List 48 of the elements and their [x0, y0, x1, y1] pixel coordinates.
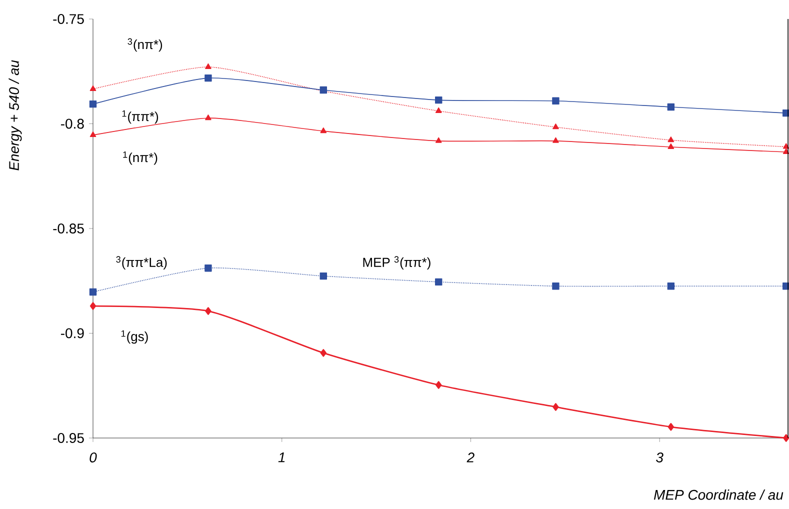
point [552, 124, 559, 130]
point [89, 100, 97, 108]
point [667, 103, 675, 111]
annotation: $^{3}$(ππ*La) [116, 256, 167, 270]
x-tick-label: 0 [90, 452, 97, 462]
point [320, 127, 327, 134]
point [782, 143, 789, 149]
point [552, 282, 560, 290]
point [668, 136, 674, 142]
point [90, 85, 96, 91]
annotation: $^{1}$(nπ*) [123, 151, 158, 165]
y-axis-title: Energy + 540 / au [8, 60, 22, 170]
point [435, 107, 442, 113]
point [552, 403, 559, 411]
point [668, 422, 674, 431]
point [204, 264, 212, 272]
point [783, 434, 789, 442]
annotation: $^{1}$(gs) [121, 330, 148, 344]
point [90, 131, 96, 138]
point [552, 97, 560, 105]
point [204, 74, 212, 82]
point [435, 137, 442, 143]
y-tick-label: -0.95 [53, 433, 84, 443]
point [435, 278, 442, 286]
x-tick-label: 2 [466, 452, 474, 462]
annotation: $^{3}$(nπ*) [128, 38, 162, 52]
x-axis-title: MEP Coordinate / au [654, 490, 784, 500]
point [205, 114, 212, 120]
y-tick-label: -0.85 [53, 224, 84, 234]
x-tick-label: 3 [656, 452, 664, 462]
point [320, 349, 327, 357]
y-tick-label: -0.75 [53, 14, 84, 24]
point [320, 272, 328, 280]
annotation: MEP $^{3}$(ππ*) [363, 256, 430, 270]
point [552, 137, 559, 143]
point [782, 148, 789, 154]
point [667, 282, 675, 290]
annotation: $^{1}$(ππ*) [122, 110, 158, 124]
point [89, 288, 97, 296]
point [90, 302, 96, 310]
point [205, 63, 212, 69]
x-tick-label: 1 [278, 452, 285, 462]
point [668, 143, 674, 149]
point [205, 307, 212, 315]
y-tick-label: -0.9 [60, 328, 84, 338]
point [436, 381, 442, 389]
point [435, 96, 442, 104]
y-tick-label: -0.8 [60, 118, 84, 129]
